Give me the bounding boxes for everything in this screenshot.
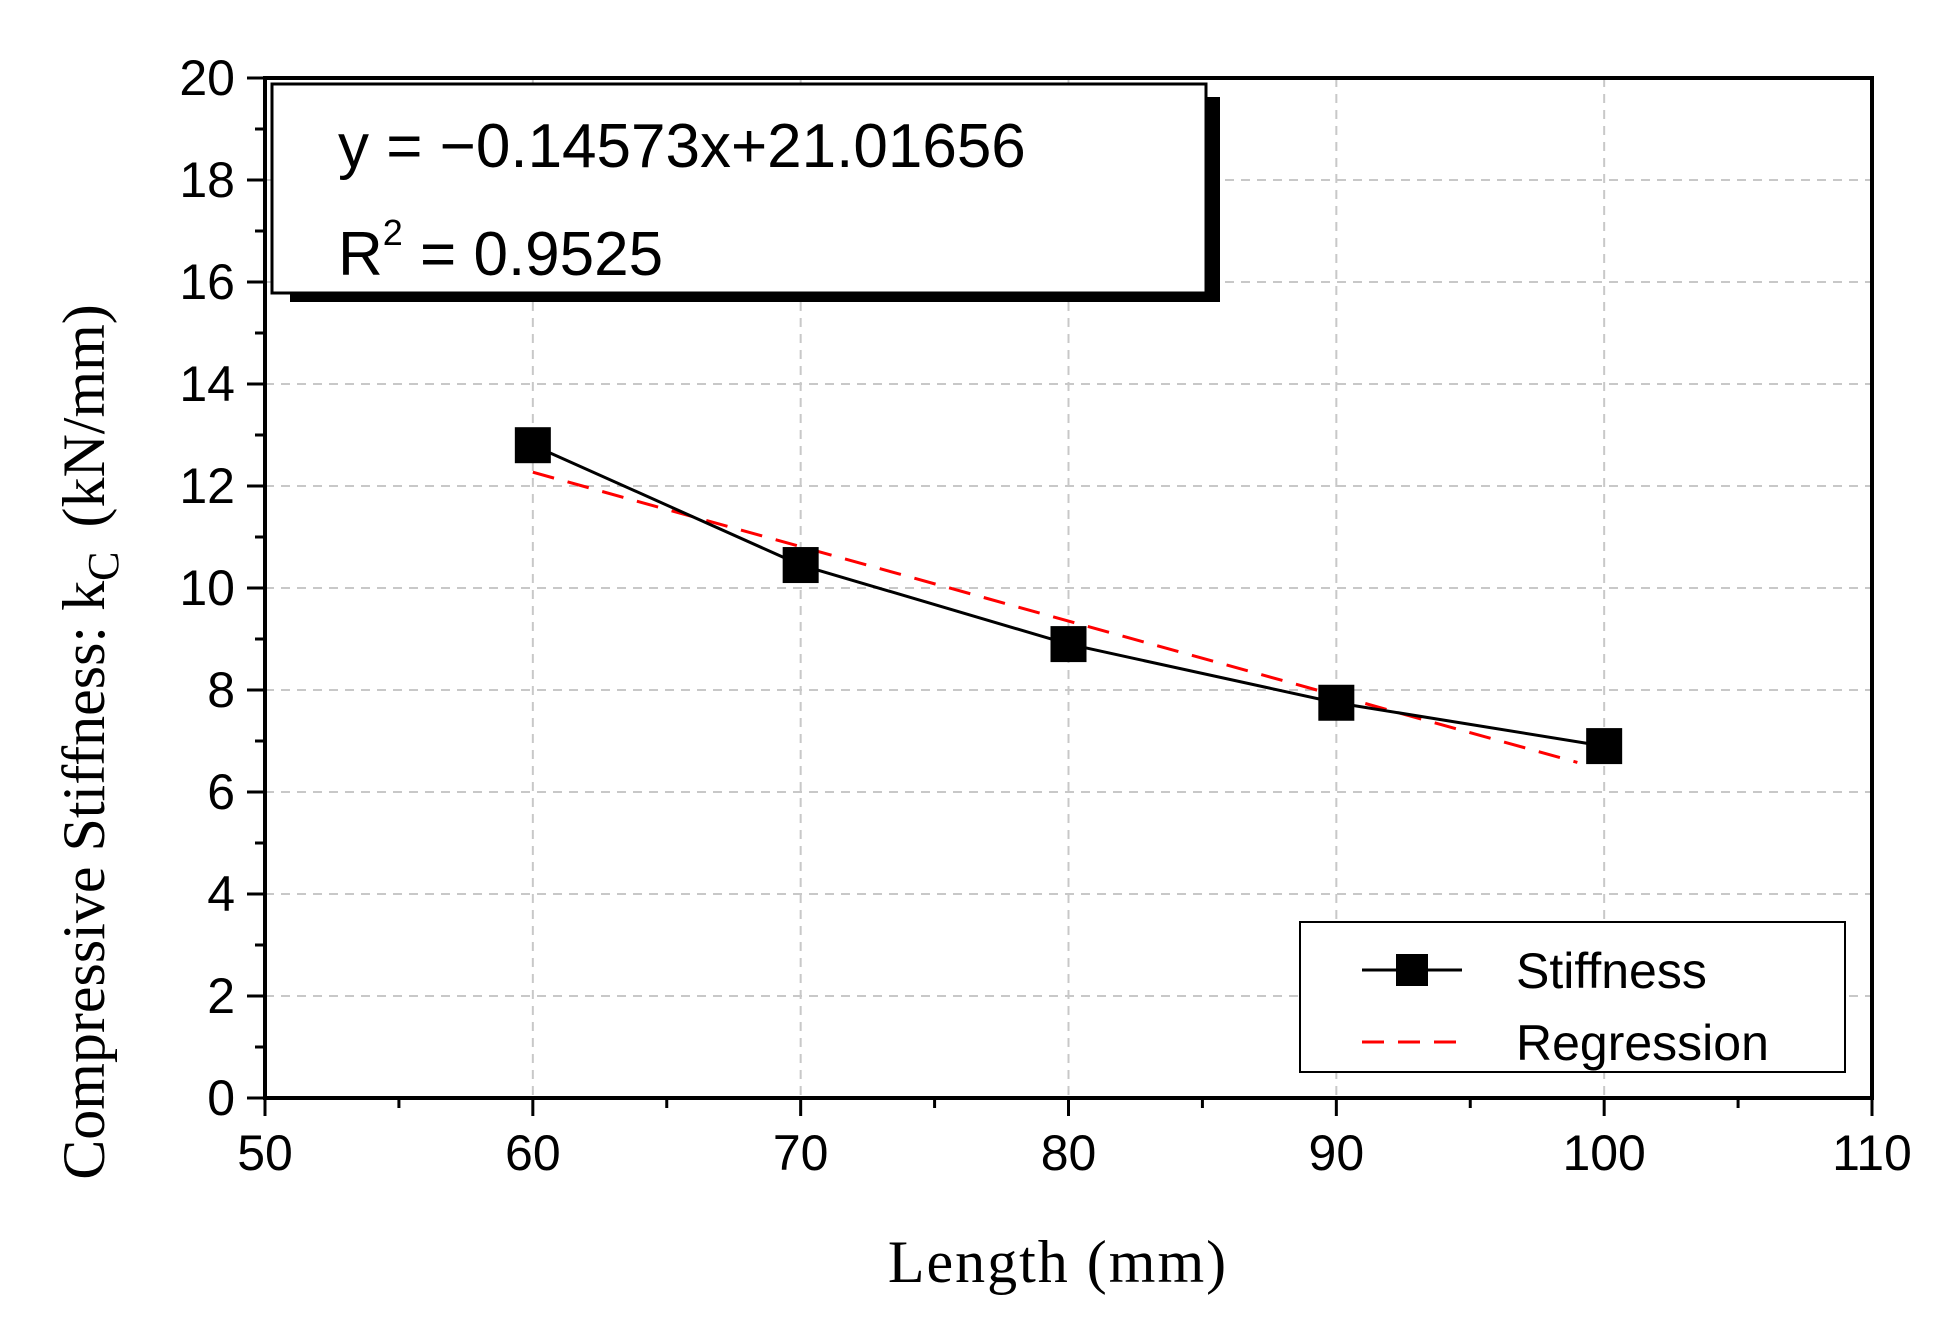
equation-box-frame: [270, 82, 1208, 295]
y-tick-label: 20: [179, 50, 235, 106]
y-axis-title-unit: (kN/mm): [51, 304, 117, 527]
r-squared-superscript: 2: [383, 212, 403, 253]
legend-stiffness-marker: [1396, 954, 1428, 986]
y-tick-label: 8: [207, 662, 235, 718]
x-tick-label: 100: [1562, 1125, 1645, 1181]
legend-frame: [1299, 921, 1846, 1073]
stiffness-marker: [1318, 684, 1355, 721]
r-squared-text: R2 = 0.9525: [338, 212, 663, 289]
y-axis-tick-labels: 0 2 4 6 8 10 12 14 16 18 20: [179, 50, 235, 1126]
y-tick-label: 18: [179, 152, 235, 208]
y-axis-title-main: Compressive Stiffness: k: [51, 581, 117, 1180]
x-tick-label: 110: [1832, 1125, 1912, 1181]
x-tick-label: 60: [505, 1125, 561, 1181]
y-tick-label: 14: [179, 356, 235, 412]
stiffness-marker: [1050, 626, 1087, 663]
r-squared-value: = 0.9525: [403, 220, 663, 289]
x-tick-label: 70: [773, 1125, 829, 1181]
x-tick-label: 80: [1041, 1125, 1097, 1181]
x-tick-label: 90: [1309, 1125, 1365, 1181]
y-tick-label: 12: [179, 458, 235, 514]
y-axis-title: Compressive Stiffness: kC (kN/mm): [51, 304, 128, 1180]
plot-frame: [263, 76, 1874, 1100]
stiffness-marker: [1586, 728, 1623, 765]
y-axis-title-subscript: C: [79, 552, 128, 581]
x-axis-title: Length (mm): [888, 1229, 1228, 1295]
y-tick-label: 4: [207, 866, 235, 922]
legend-stiffness-label: Stiffness: [1516, 943, 1707, 999]
legend-regression-label: Regression: [1516, 1015, 1769, 1071]
y-tick-label: 2: [207, 968, 235, 1024]
y-tick-label: 10: [179, 560, 235, 616]
series-layer: [514, 427, 1623, 765]
y-tick-label: 6: [207, 764, 235, 820]
y-axis-ticks: [247, 76, 265, 1100]
equation-text: y = −0.14573x+21.01656: [338, 112, 1026, 181]
legend: Stiffness Regression: [1299, 921, 1846, 1073]
stiffness-marker: [514, 427, 551, 464]
x-tick-label: 50: [237, 1125, 293, 1181]
r-squared-label: R: [338, 220, 383, 289]
y-tick-label: 16: [179, 254, 235, 310]
x-axis-tick-labels: 50 60 70 80 90 100 110: [237, 1125, 1912, 1181]
equation-box: y = −0.14573x+21.01656 R2 = 0.9525: [270, 82, 1220, 302]
x-axis-ticks: [263, 1098, 1874, 1116]
y-tick-label: 0: [207, 1070, 235, 1126]
stiffness-marker: [782, 547, 819, 584]
